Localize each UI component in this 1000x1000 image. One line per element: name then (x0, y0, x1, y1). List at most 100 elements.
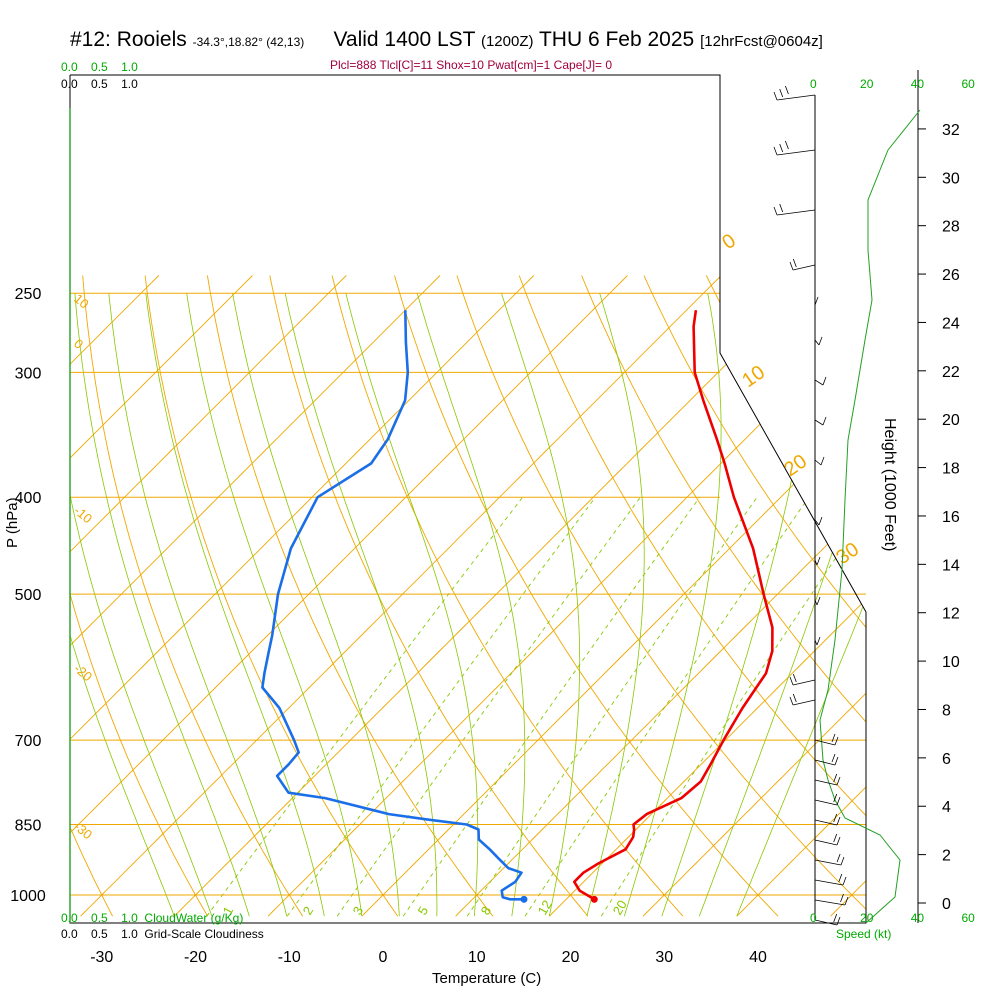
wind-barb (792, 699, 816, 706)
wind-barb-flag (836, 853, 841, 863)
wind-barb (814, 899, 846, 906)
isotherm-line (548, 275, 866, 917)
wind-barb-flag (833, 913, 838, 923)
wind-barb-flag (836, 916, 841, 926)
height-tick-label: 20 (942, 412, 960, 429)
bottom-cloudwater-scale: 0.0 0.5 1.0 CloudWater (g/Kg) (61, 911, 244, 925)
dry-adiabat-label: 0 (71, 336, 86, 352)
moist-adiabat-line (70, 293, 175, 917)
wind-barb (814, 379, 824, 386)
wind-barb-flag (785, 140, 789, 150)
moist-adiabat-line (345, 293, 479, 917)
wind-barb-flag (779, 143, 784, 153)
isotherm-line (924, 276, 1000, 917)
wind-barb-flag (831, 753, 836, 763)
moist-adiabat-line (108, 293, 288, 917)
dry-adiabat-label: -10 (71, 503, 95, 527)
dry-adiabat-line (331, 275, 684, 917)
temperature-surface-point (590, 895, 598, 903)
wind-barb (814, 839, 838, 846)
mixing-ratio-line (336, 496, 641, 917)
plot-frame (69, 74, 867, 924)
height-axis-label: Height (1000 Feet) (881, 418, 898, 552)
wind-barb-flag (833, 833, 838, 843)
temperature-tick-label: -10 (278, 949, 301, 966)
moist-adiabat-line (416, 293, 526, 917)
moist-adiabat-line (186, 293, 363, 917)
mixing-ratio-label: 5 (415, 904, 432, 918)
wind-barb (814, 459, 822, 466)
height-tick-label: 16 (942, 509, 960, 526)
height-tick-label: 32 (942, 122, 960, 139)
mixing-ratio-line (524, 496, 810, 917)
dry-adiabat-label: -30 (71, 819, 95, 843)
dry-adiabat-line (581, 275, 866, 917)
moist-adiabat-label: 20 (780, 450, 811, 481)
wind-barb-flag (822, 376, 827, 386)
wind-barb-flag (792, 673, 797, 683)
wind-barb (776, 209, 816, 216)
temperature-tick-label: 0 (379, 949, 388, 966)
temperature-tick-label: 20 (562, 949, 580, 966)
dry-adiabat-line (82, 275, 304, 917)
wind-barb-flag (785, 85, 789, 95)
wind-barb (814, 759, 836, 766)
wind-barb-flag (818, 336, 823, 346)
wind-barb-flag (836, 796, 841, 806)
wind-barb-flag (834, 756, 839, 766)
mixing-ratio-label: 20 (610, 897, 630, 917)
moist-adiabat-line (70, 293, 213, 917)
wind-barb-flag (838, 873, 843, 883)
mixing-ratio-line (206, 496, 523, 917)
wind-barb-flag (836, 836, 841, 846)
dry-adiabat-label: 10 (71, 291, 92, 312)
moist-adiabat-line (74, 293, 250, 917)
height-tick-label: 10 (942, 654, 960, 671)
moist-adiabat-line (661, 293, 814, 917)
wind-barb-flag (836, 816, 841, 826)
isotherm-line (70, 275, 441, 917)
pressure-tick-label: 500 (15, 587, 42, 604)
dry-adiabat-line (70, 275, 208, 917)
mixing-ratio-line (286, 496, 596, 917)
height-tick-label: 0 (942, 896, 951, 913)
dry-adiabat-line (206, 275, 494, 917)
forecast-date: THU 6 Feb 2025 (538, 28, 695, 51)
dewpoint-surface-point (520, 895, 528, 903)
wind-barb (814, 799, 838, 806)
moist-adiabat-label: 30 (832, 538, 863, 569)
isotherm-line (173, 275, 816, 917)
temperature-axis-label: Temperature (C) (432, 970, 542, 987)
pressure-tick-label: 250 (15, 286, 42, 303)
wind-barb-flag (833, 813, 838, 823)
wind-barb (814, 779, 838, 786)
wind-barb-flag (831, 733, 836, 743)
pressure-tick-label: 700 (15, 733, 42, 750)
isotherm-line (455, 275, 866, 917)
pressure-axis-label: P (hPa) (4, 497, 21, 548)
dry-adiabat-line (144, 275, 399, 917)
wind-barb (776, 94, 816, 101)
wind-barb-flag (844, 896, 849, 906)
isotherm-line (642, 275, 866, 917)
moist-adiabat-line (623, 293, 722, 917)
dry-adiabat-line (643, 275, 866, 917)
dry-adiabat-line (518, 275, 866, 917)
sounding-parameters: Plcl=888 Tlcl[C]=11 Shox=10 Pwat[cm]=1 C… (330, 58, 613, 72)
top-speed-scale: 0 20 40 60 (810, 77, 975, 91)
wind-barb-flag (818, 516, 823, 526)
wind-barb (792, 264, 816, 271)
valid-time: Valid 1400 LST (333, 28, 476, 51)
pressure-tick-label: 300 (15, 365, 42, 382)
mixing-ratio-label: 3 (350, 904, 367, 918)
wind-barb-flag (814, 296, 819, 306)
height-tick-label: 6 (942, 751, 951, 768)
mixing-ratio-line (466, 496, 758, 917)
height-tick-label: 8 (942, 702, 951, 719)
mixing-ratio-label: 12 (535, 897, 555, 917)
height-tick-label: 18 (942, 461, 960, 478)
temperature-tick-label: 10 (468, 949, 486, 966)
wind-barb-flag (792, 258, 797, 268)
wind-barb-flag (789, 676, 794, 686)
height-tick-label: 2 (942, 848, 951, 865)
